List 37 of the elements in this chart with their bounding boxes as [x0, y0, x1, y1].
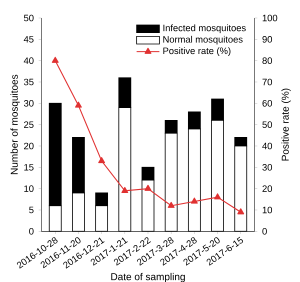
y2-axis-title: Positive rate (%)	[281, 88, 291, 161]
point	[190, 198, 198, 204]
point	[75, 102, 82, 108]
y2-tick-label: 40	[262, 142, 272, 150]
point	[121, 186, 128, 193]
y-tick-label: 0	[29, 228, 34, 235]
y-tick-label: 40	[24, 57, 34, 64]
y2-tick-label: 100	[262, 14, 278, 22]
y-tick-label: 5	[29, 206, 34, 214]
y-tick-label: 25	[24, 121, 34, 128]
y2-tick-label: 70	[262, 78, 272, 86]
y-tick-label: 30	[24, 100, 34, 107]
y2-tick-label: 50	[262, 121, 272, 128]
point	[144, 184, 152, 191]
legend-label: Infected mosquitoes	[163, 24, 246, 34]
y-tick-label: 50	[24, 14, 34, 22]
y2-tick-label: 30	[262, 164, 272, 171]
point	[52, 56, 59, 63]
y2-tick-label: 20	[262, 185, 272, 192]
y2-tick-label: 90	[262, 36, 272, 43]
legend-label: Positive rate (%)	[163, 47, 230, 56]
point	[214, 193, 221, 200]
y-tick-label: 45	[24, 36, 34, 43]
y2-tick-label: 60	[262, 100, 272, 107]
y-tick-label: 10	[24, 185, 34, 192]
y2-tick-label: 80	[262, 57, 272, 64]
y-tick-label: 15	[24, 164, 34, 171]
y-axis-title: Number of mosquitoes	[10, 74, 20, 174]
x-axis-title: Date of sampling	[111, 272, 185, 282]
y-tick-label: 35	[24, 78, 34, 86]
point	[237, 208, 244, 214]
point	[98, 157, 106, 164]
legend-label: Normal mosquitoes	[163, 36, 243, 45]
y2-tick-label: 0	[262, 228, 267, 235]
y2-tick-label: 10	[262, 206, 272, 214]
point	[168, 202, 175, 208]
y-tick-label: 20	[24, 142, 34, 150]
